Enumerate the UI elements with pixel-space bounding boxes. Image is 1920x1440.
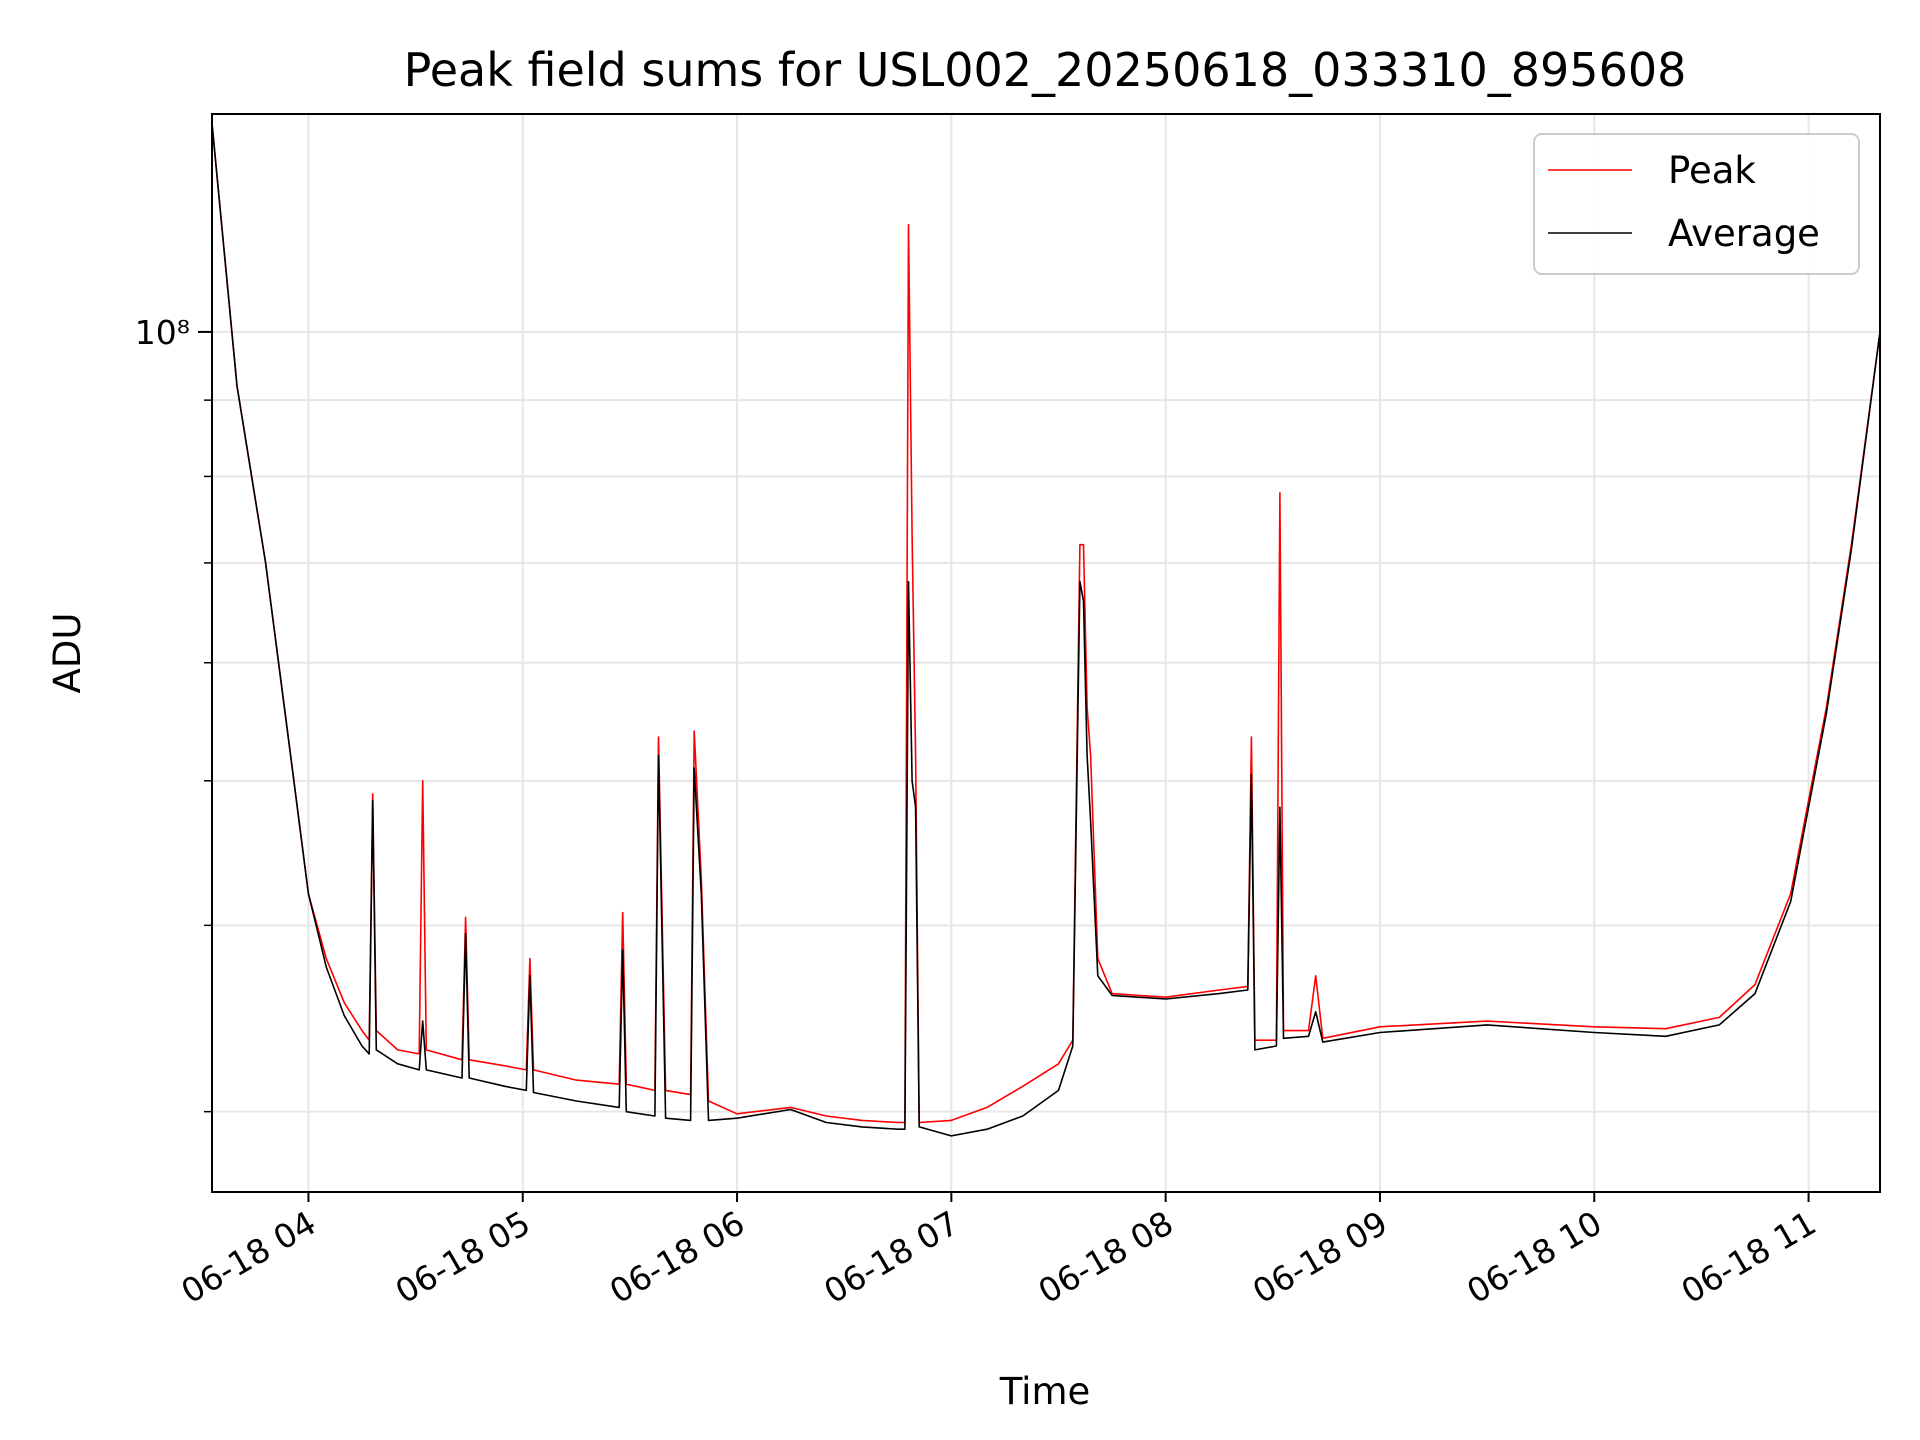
legend: Peak Average — [1533, 133, 1860, 275]
x-axis-label: Time — [999, 1370, 1091, 1413]
y-axis-label: ADU — [46, 613, 89, 694]
legend-box — [1533, 133, 1860, 275]
series-line-average — [211, 123, 1881, 1137]
legend-average-label: Average — [1668, 212, 1820, 255]
y-tick-label: 10⁸ — [135, 313, 190, 352]
series-lines — [211, 123, 1881, 1137]
y-axis-ticks: 10⁸ — [135, 313, 212, 1113]
chart-title: Peak field sums for USL002_20250618_0333… — [404, 43, 1687, 97]
series-line-peak — [211, 123, 1881, 1124]
plot-frame — [211, 113, 1881, 1193]
legend-peak-label: Peak — [1668, 149, 1756, 192]
grid — [212, 114, 1880, 1192]
